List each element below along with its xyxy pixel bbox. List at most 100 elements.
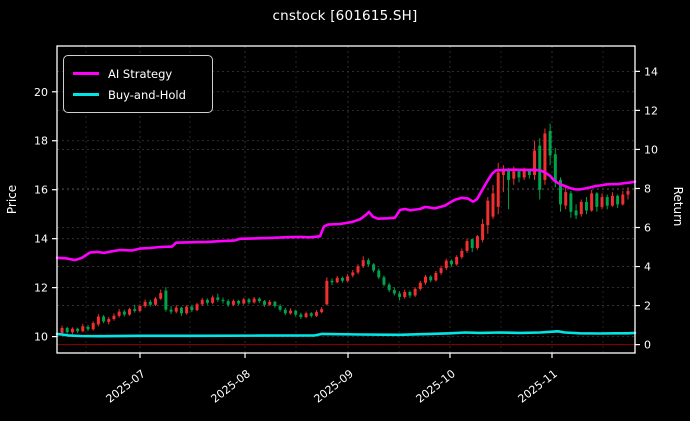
candle-body-down	[164, 290, 168, 310]
candle-body-up	[81, 326, 85, 332]
candle-body-up	[112, 315, 116, 319]
price-tick-label: 16	[34, 184, 48, 197]
candle-body-up	[356, 266, 360, 273]
candle-body-up	[543, 133, 547, 180]
candle-body-down	[221, 299, 225, 302]
return-tick-label: 6	[644, 222, 651, 235]
candle-body-up	[231, 300, 235, 305]
candle-body-up	[153, 298, 157, 305]
candle-body-up	[252, 298, 256, 303]
candle-body-down	[382, 277, 386, 285]
return-tick-label: 10	[644, 143, 658, 156]
return-tick-label: 12	[644, 104, 658, 117]
price-tick-label: 10	[34, 331, 48, 344]
buy-and-hold-line-swatch	[73, 93, 99, 96]
candle-body-up	[91, 323, 95, 330]
candle-body-down	[102, 316, 106, 322]
legend-label-buy-and-hold: Buy-and-Hold	[108, 87, 186, 102]
candle-body-up	[424, 276, 428, 283]
candle-body-down	[559, 179, 563, 205]
candle-body-up	[610, 195, 614, 206]
candle-body-up	[439, 268, 443, 273]
candle-body-down	[408, 292, 412, 296]
candle-body-down	[294, 310, 298, 315]
candle-body-up	[195, 304, 199, 311]
candle-body-up	[496, 172, 500, 207]
candle-body-down	[190, 306, 194, 311]
candle-body-down	[86, 326, 90, 330]
candle-body-up	[621, 194, 625, 205]
candle-body-down	[133, 309, 137, 311]
candle-body-up	[444, 260, 448, 269]
candle-body-up	[70, 328, 74, 333]
candle-body-up	[325, 280, 329, 305]
candle-body-up	[361, 260, 365, 267]
candle-body-up	[143, 301, 147, 306]
candle-body-up	[590, 193, 594, 211]
candle-body-up	[60, 328, 64, 333]
return-axis-title: Return	[671, 187, 685, 227]
candle-body-up	[434, 272, 438, 281]
candle-body-down	[517, 171, 521, 178]
candle-body-down	[237, 300, 241, 304]
price-tick-label: 12	[34, 282, 48, 295]
candle-body-down	[122, 311, 126, 315]
candle-body-up	[460, 250, 464, 258]
return-tick-label: 14	[644, 65, 658, 78]
candle-body-up	[346, 276, 350, 281]
candle-body-down	[470, 239, 474, 248]
candle-body-down	[273, 301, 277, 306]
candle-body-up	[522, 170, 526, 178]
candle-body-down	[247, 299, 251, 303]
candle-body-up	[268, 301, 272, 305]
buy-and-hold-line	[55, 329, 637, 338]
candle-body-down	[398, 293, 402, 297]
candle-body-down	[553, 154, 557, 183]
candle-body-down	[65, 328, 69, 333]
candle-body-down	[283, 309, 287, 314]
candle-body-down	[372, 264, 376, 271]
candle-body-up	[564, 192, 568, 206]
candle-body-down	[616, 195, 620, 205]
price-axis-title: Price	[5, 185, 19, 214]
candle-body-up	[475, 236, 479, 248]
x-tick-label: 2025-11	[516, 367, 560, 406]
candle-body-down	[340, 277, 344, 281]
x-tick-label: 2025-08	[209, 367, 253, 406]
candle-body-up	[335, 277, 339, 283]
candle-body-up	[486, 200, 490, 226]
ai-strategy-line	[55, 168, 637, 262]
price-tick-label: 20	[34, 86, 48, 99]
candle-body-down	[605, 197, 609, 206]
candle-body-up	[138, 305, 142, 311]
candle-body-down	[507, 170, 511, 180]
candle-body-down	[179, 307, 183, 314]
candle-body-up	[174, 307, 178, 312]
candle-body-up	[117, 311, 121, 316]
candle-body-down	[595, 193, 599, 207]
candle-body-down	[366, 260, 370, 265]
price-tick-label: 18	[34, 135, 48, 148]
candle-body-down	[263, 301, 267, 305]
candle-body-up	[481, 223, 485, 240]
candle-body-down	[449, 260, 453, 265]
candle-body-down	[387, 284, 391, 291]
candle-body-down	[216, 297, 220, 300]
candle-body-down	[574, 210, 578, 216]
return-tick-label: 8	[644, 182, 651, 195]
x-tick-label: 2025-07	[104, 367, 148, 406]
plot-border	[56, 45, 636, 354]
candle-body-down	[392, 290, 396, 294]
candle-body-up	[418, 282, 422, 289]
candle-body-down	[169, 309, 173, 312]
candle-body-up	[185, 306, 189, 314]
candle-body-up	[200, 299, 204, 305]
legend-item-ai-strategy: AI Strategy	[73, 63, 202, 84]
candle-body-up	[600, 197, 604, 207]
candle-body-up	[413, 288, 417, 296]
candle-body-up	[242, 299, 246, 304]
candle-body-up	[320, 309, 324, 313]
legend: AI Strategy Buy-and-Hold	[63, 55, 213, 113]
candle-body-up	[128, 309, 132, 315]
